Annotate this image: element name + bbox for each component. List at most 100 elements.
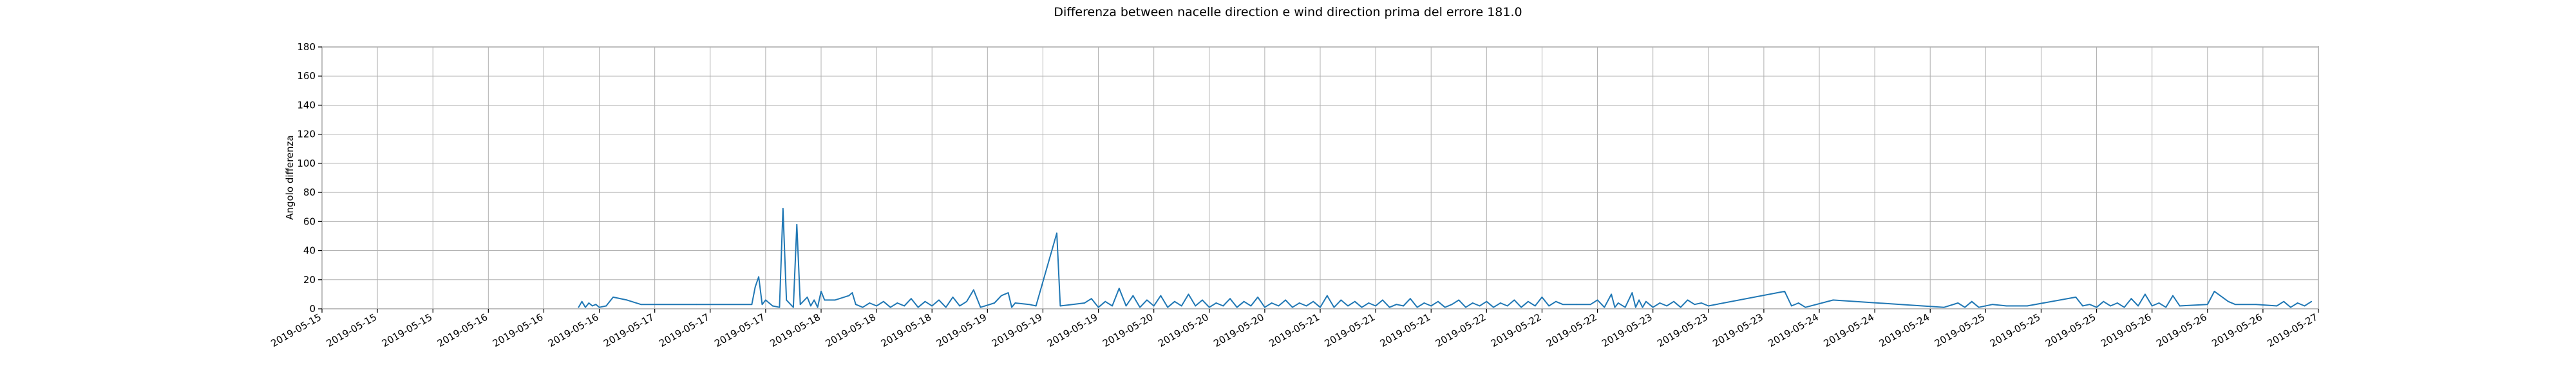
data-point bbox=[1472, 302, 1473, 304]
x-tick-label: 2019-05-23 bbox=[1600, 311, 1654, 349]
data-point bbox=[1236, 306, 1238, 308]
x-tick-label: 2019-05-18 bbox=[768, 311, 822, 349]
data-point bbox=[1631, 292, 1633, 293]
x-tick-label: 2019-05-25 bbox=[2043, 311, 2098, 349]
data-point bbox=[1354, 300, 1356, 302]
data-point bbox=[1971, 300, 1973, 302]
data-point bbox=[1347, 305, 1349, 307]
y-tick-label: 0 bbox=[309, 303, 316, 315]
data-point bbox=[1978, 306, 1980, 308]
data-point bbox=[1797, 302, 1799, 304]
data-point bbox=[1541, 297, 1543, 298]
data-point bbox=[2116, 302, 2118, 304]
data-point bbox=[1285, 299, 1287, 301]
data-point bbox=[793, 306, 794, 308]
data-point bbox=[1458, 299, 1460, 301]
data-point bbox=[2213, 291, 2215, 292]
data-point bbox=[1707, 305, 1709, 307]
data-point bbox=[2145, 293, 2146, 295]
data-point bbox=[2290, 306, 2291, 308]
data-point bbox=[1257, 297, 1258, 298]
data-point bbox=[1832, 299, 1834, 301]
data-point bbox=[2276, 305, 2278, 307]
data-point bbox=[1229, 298, 1231, 300]
data-point bbox=[2234, 304, 2236, 306]
data-point bbox=[2082, 305, 2083, 307]
data-point bbox=[2255, 304, 2257, 306]
data-point bbox=[2228, 300, 2230, 302]
data-point bbox=[1208, 306, 1210, 308]
data-point bbox=[598, 306, 600, 308]
data-point bbox=[1084, 302, 1085, 304]
data-point bbox=[1298, 302, 1300, 304]
data-point bbox=[1059, 305, 1061, 307]
data-point bbox=[1617, 302, 1619, 304]
data-point bbox=[585, 306, 586, 308]
x-tick-label: 2019-05-19 bbox=[934, 311, 989, 349]
data-point bbox=[1451, 304, 1453, 306]
x-tick-label: 2019-05-17 bbox=[657, 311, 712, 349]
data-point bbox=[1555, 300, 1557, 302]
data-point bbox=[1160, 295, 1162, 297]
data-point bbox=[1188, 293, 1189, 295]
data-point bbox=[1202, 299, 1203, 301]
y-tick-label: 120 bbox=[297, 129, 316, 140]
data-point bbox=[588, 302, 590, 304]
data-point bbox=[1804, 306, 1806, 308]
data-point bbox=[1139, 306, 1141, 308]
x-tick-label: 2019-05-24 bbox=[1822, 311, 1877, 349]
data-point bbox=[2158, 302, 2160, 304]
data-point bbox=[1645, 300, 1647, 302]
data-point bbox=[1396, 304, 1397, 306]
x-tick-label: 2019-05-15 bbox=[325, 311, 379, 349]
data-point bbox=[779, 306, 781, 308]
data-point bbox=[2005, 305, 2007, 307]
data-point bbox=[2206, 304, 2208, 306]
y-tick-label: 60 bbox=[303, 216, 316, 227]
data-point bbox=[1292, 306, 1293, 308]
x-tick-label: 2019-05-21 bbox=[1267, 311, 1321, 349]
data-point bbox=[1007, 292, 1009, 293]
data-point bbox=[813, 299, 815, 301]
x-tick-label: 2019-05-21 bbox=[1323, 311, 1378, 349]
data-point bbox=[581, 300, 583, 302]
data-point bbox=[848, 295, 849, 297]
data-point bbox=[696, 304, 697, 306]
data-point bbox=[1992, 304, 1994, 306]
y-tick-label: 180 bbox=[297, 41, 316, 53]
data-point bbox=[2283, 300, 2285, 302]
data-point bbox=[1180, 305, 1182, 307]
data-point bbox=[1215, 302, 1217, 304]
data-point bbox=[1791, 305, 1792, 307]
data-point bbox=[834, 299, 836, 301]
x-tick-label: 2019-05-22 bbox=[1544, 311, 1599, 349]
data-point bbox=[2137, 305, 2139, 307]
y-tick-label: 40 bbox=[303, 245, 316, 257]
data-point bbox=[806, 297, 808, 298]
data-point bbox=[1167, 306, 1169, 308]
data-point bbox=[786, 299, 788, 301]
x-tick-label: 2019-05-22 bbox=[1434, 311, 1488, 349]
data-point bbox=[640, 304, 641, 306]
data-point bbox=[1687, 299, 1689, 301]
x-tick-label: 2019-05-26 bbox=[2099, 311, 2154, 349]
data-point bbox=[799, 304, 801, 306]
data-point bbox=[1011, 306, 1012, 308]
data-point bbox=[1513, 299, 1515, 301]
data-point bbox=[924, 300, 926, 302]
data-point bbox=[1534, 305, 1536, 307]
data-point bbox=[591, 305, 593, 307]
data-point bbox=[1638, 299, 1640, 301]
x-tick-label: 2019-05-26 bbox=[2210, 311, 2264, 349]
data-point bbox=[1250, 305, 1252, 307]
x-tick-label: 2019-05-18 bbox=[824, 311, 878, 349]
x-axis: 2019-05-15 2019-05-15 2019-05-15 2019-05-16… bbox=[269, 309, 2320, 349]
data-point bbox=[2179, 305, 2181, 307]
data-point bbox=[1784, 291, 1786, 292]
series-line bbox=[578, 208, 2312, 308]
data-point bbox=[1486, 300, 1488, 302]
data-point bbox=[876, 305, 877, 307]
data-point bbox=[1097, 306, 1099, 308]
data-point bbox=[911, 298, 912, 300]
data-point bbox=[1125, 305, 1127, 307]
